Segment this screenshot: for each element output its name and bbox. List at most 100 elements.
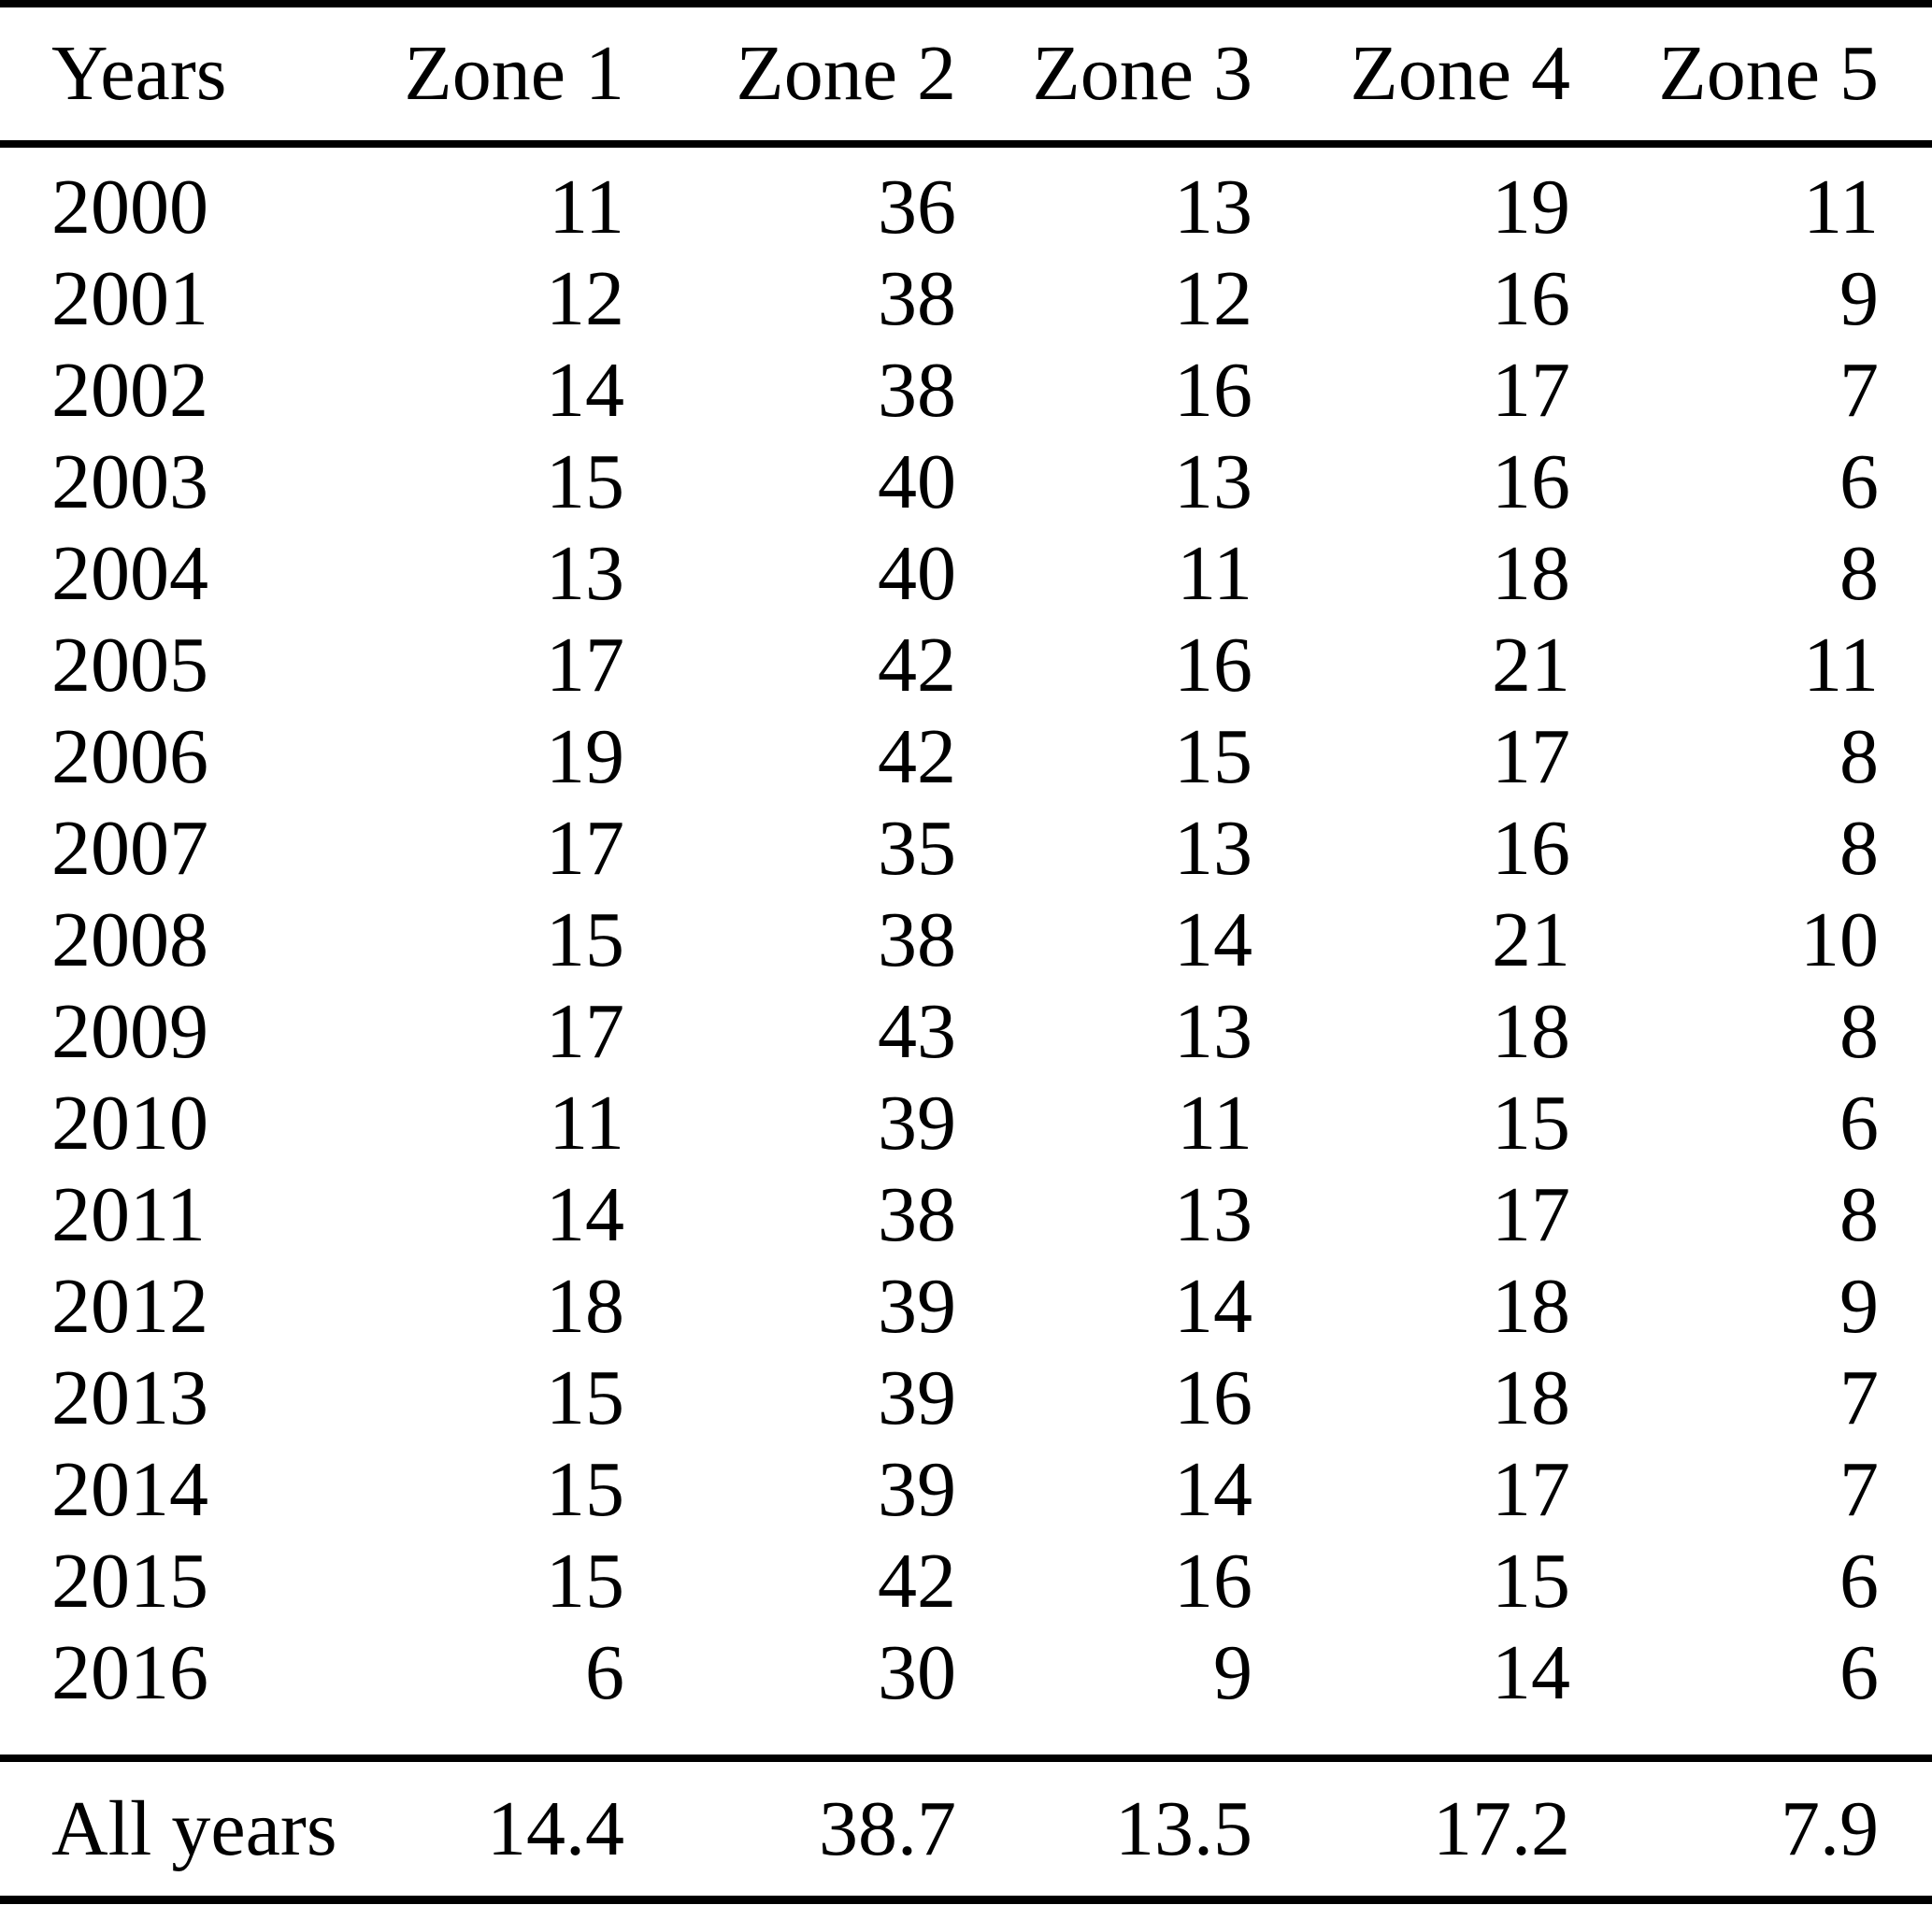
value-cell: 36 bbox=[878, 164, 956, 251]
value-cell: 38 bbox=[878, 1171, 956, 1258]
value-cell: 30 bbox=[878, 1629, 956, 1716]
year-cell: 2009 bbox=[51, 988, 208, 1075]
header-zone-4: Zone 4 bbox=[1350, 30, 1570, 117]
table-body: 2000 11 36 13 19 11 2001 12 38 12 16 9 2002 14 38 16 17 7… bbox=[0, 144, 1932, 1758]
header-row: Years Zone 1 Zone 2 Zone 3 Zone 4 Zone 5 bbox=[0, 4, 1932, 144]
table-row: 2010 11 39 11 15 6 bbox=[0, 1078, 1932, 1169]
value-cell: 17 bbox=[546, 622, 624, 709]
table-row: 2005 17 42 16 21 11 bbox=[0, 620, 1932, 711]
value-cell: 40 bbox=[878, 438, 956, 525]
value-cell: 6 bbox=[1839, 1538, 1879, 1625]
value-cell: 13 bbox=[1174, 438, 1252, 525]
value-cell: 39 bbox=[878, 1080, 956, 1167]
value-cell: 9 bbox=[1839, 1263, 1879, 1350]
value-cell: 38 bbox=[878, 347, 956, 434]
value-cell: 8 bbox=[1839, 713, 1879, 800]
value-cell: 16 bbox=[1174, 347, 1252, 434]
value-cell: 11 bbox=[1177, 1080, 1252, 1167]
header-zone-3: Zone 3 bbox=[1032, 30, 1252, 117]
value-cell: 16 bbox=[1492, 805, 1570, 892]
table-row: 2009 17 43 13 18 8 bbox=[0, 986, 1932, 1078]
value-cell: 13 bbox=[1174, 988, 1252, 1075]
value-cell: 38 bbox=[878, 896, 956, 983]
year-cell: 2001 bbox=[51, 255, 208, 342]
value-cell: 7 bbox=[1839, 347, 1879, 434]
value-cell: 19 bbox=[1492, 164, 1570, 251]
value-cell: 7 bbox=[1839, 1446, 1879, 1533]
value-cell: 17 bbox=[1492, 713, 1570, 800]
value-cell: 13 bbox=[1174, 164, 1252, 251]
value-cell: 18 bbox=[546, 1263, 624, 1350]
summary-value-zone-5: 7.9 bbox=[1781, 1784, 1879, 1872]
value-cell: 11 bbox=[1177, 530, 1252, 617]
value-cell: 38 bbox=[878, 255, 956, 342]
table-header: Years Zone 1 Zone 2 Zone 3 Zone 4 Zone 5 bbox=[0, 4, 1932, 144]
value-cell: 16 bbox=[1492, 255, 1570, 342]
value-cell: 15 bbox=[546, 438, 624, 525]
header-years: Years bbox=[51, 30, 227, 117]
value-cell: 14 bbox=[1174, 1446, 1252, 1533]
value-cell: 11 bbox=[1803, 622, 1879, 709]
value-cell: 35 bbox=[878, 805, 956, 892]
value-cell: 14 bbox=[1492, 1629, 1570, 1716]
value-cell: 8 bbox=[1839, 530, 1879, 617]
value-cell: 16 bbox=[1174, 1354, 1252, 1441]
year-cell: 2016 bbox=[51, 1629, 208, 1716]
year-cell: 2006 bbox=[51, 713, 208, 800]
table-row: 2006 19 42 15 17 8 bbox=[0, 711, 1932, 803]
value-cell: 40 bbox=[878, 530, 956, 617]
value-cell: 16 bbox=[1174, 622, 1252, 709]
table-row: 2013 15 39 16 18 7 bbox=[0, 1353, 1932, 1444]
year-cell: 2013 bbox=[51, 1354, 208, 1441]
header-zone-1: Zone 1 bbox=[404, 30, 624, 117]
value-cell: 8 bbox=[1839, 1171, 1879, 1258]
value-cell: 15 bbox=[1492, 1538, 1570, 1625]
value-cell: 14 bbox=[1174, 896, 1252, 983]
value-cell: 18 bbox=[1492, 530, 1570, 617]
value-cell: 17 bbox=[1492, 347, 1570, 434]
value-cell: 11 bbox=[1803, 164, 1879, 251]
value-cell: 17 bbox=[546, 805, 624, 892]
summary-label: All years bbox=[51, 1784, 337, 1872]
table-row: 2016 6 30 9 14 6 bbox=[0, 1627, 1932, 1758]
value-cell: 17 bbox=[546, 988, 624, 1075]
value-cell: 15 bbox=[1174, 713, 1252, 800]
value-cell: 6 bbox=[585, 1629, 624, 1716]
value-cell: 9 bbox=[1213, 1629, 1252, 1716]
value-cell: 14 bbox=[546, 347, 624, 434]
year-cell: 2014 bbox=[51, 1446, 208, 1533]
value-cell: 7 bbox=[1839, 1354, 1879, 1441]
table-row: 2011 14 38 13 17 8 bbox=[0, 1169, 1932, 1261]
table-row: 2012 18 39 14 18 9 bbox=[0, 1261, 1932, 1353]
year-cell: 2005 bbox=[51, 622, 208, 709]
value-cell: 21 bbox=[1492, 896, 1570, 983]
value-cell: 13 bbox=[1174, 805, 1252, 892]
value-cell: 42 bbox=[878, 713, 956, 800]
value-cell: 6 bbox=[1839, 1629, 1879, 1716]
table-row: 2007 17 35 13 16 8 bbox=[0, 803, 1932, 895]
year-cell: 2000 bbox=[51, 164, 208, 251]
table-row: 2000 11 36 13 19 11 bbox=[0, 144, 1932, 253]
header-zone-2: Zone 2 bbox=[736, 30, 956, 117]
value-cell: 18 bbox=[1492, 988, 1570, 1075]
value-cell: 15 bbox=[546, 1538, 624, 1625]
value-cell: 11 bbox=[549, 1080, 624, 1167]
table-row: 2014 15 39 14 17 7 bbox=[0, 1444, 1932, 1536]
value-cell: 39 bbox=[878, 1354, 956, 1441]
summary-value-zone-2: 38.7 bbox=[819, 1784, 956, 1872]
table-row: 2008 15 38 14 21 10 bbox=[0, 895, 1932, 986]
value-cell: 13 bbox=[546, 530, 624, 617]
table-footer: All years 14.4 38.7 13.5 17.2 7.9 bbox=[0, 1758, 1932, 1900]
summary-value-zone-1: 14.4 bbox=[487, 1784, 624, 1872]
year-cell: 2003 bbox=[51, 438, 208, 525]
value-cell: 11 bbox=[549, 164, 624, 251]
table-row: 2015 15 42 16 15 6 bbox=[0, 1536, 1932, 1627]
value-cell: 6 bbox=[1839, 438, 1879, 525]
table-row: 2001 12 38 12 16 9 bbox=[0, 253, 1932, 345]
value-cell: 15 bbox=[546, 1354, 624, 1441]
value-cell: 16 bbox=[1174, 1538, 1252, 1625]
year-cell: 2002 bbox=[51, 347, 208, 434]
value-cell: 21 bbox=[1492, 622, 1570, 709]
value-cell: 43 bbox=[878, 988, 956, 1075]
